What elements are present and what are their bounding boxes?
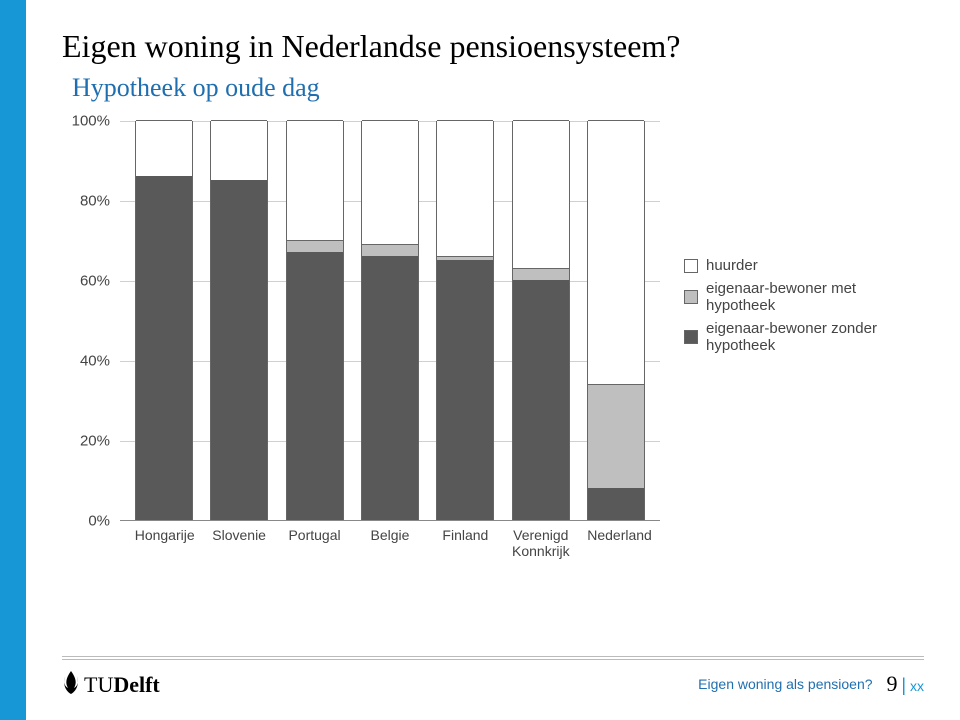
page-number: 9 — [887, 671, 898, 696]
bar-segment — [362, 256, 418, 520]
y-tick-label: 80% — [58, 193, 110, 210]
bar-segment — [588, 384, 644, 488]
bar — [286, 121, 344, 520]
bar — [210, 121, 268, 520]
x-tick-label: Hongarije — [135, 527, 193, 559]
plot-area — [120, 121, 660, 521]
bar-segment — [513, 268, 569, 280]
page-separator: | — [901, 675, 906, 695]
bar — [587, 121, 645, 520]
legend: huurder eigenaar-bewoner met hypotheek eig… — [684, 257, 918, 360]
legend-item: eigenaar-bewoner zonder hypotheek — [684, 320, 918, 354]
legend-label: huurder — [706, 257, 758, 274]
bar — [512, 121, 570, 520]
y-tick-label: 100% — [58, 113, 110, 130]
slide-title: Eigen woning in Nederlandse pensioensyst… — [62, 28, 924, 65]
x-tick-label: Slovenie — [210, 527, 268, 559]
bar — [436, 121, 494, 520]
x-tick-label: Nederland — [587, 527, 645, 559]
legend-swatch — [684, 259, 698, 273]
bar-segment — [588, 120, 644, 384]
legend-label: eigenaar-bewoner met hypotheek — [706, 280, 918, 314]
bar-segment — [287, 120, 343, 240]
bar — [361, 121, 419, 520]
y-tick-label: 0% — [58, 513, 110, 530]
legend-label: eigenaar-bewoner zonder hypotheek — [706, 320, 918, 354]
footer: TUDelft Eigen woning als pensioen? 9 | x… — [62, 656, 924, 698]
legend-item: eigenaar-bewoner met hypotheek — [684, 280, 918, 314]
footer-rule — [62, 656, 924, 657]
footer-caption: Eigen woning als pensioen? — [698, 676, 872, 692]
tudelft-logo: TUDelft — [62, 670, 160, 698]
x-tick-label: Finland — [436, 527, 494, 559]
footer-rule — [62, 659, 924, 660]
bar-segment — [211, 120, 267, 180]
bar-segment — [437, 120, 493, 256]
bar-segment — [513, 280, 569, 520]
page-suffix: xx — [910, 678, 924, 694]
x-tick-label: Belgie — [361, 527, 419, 559]
slide-body: Eigen woning in Nederlandse pensioensyst… — [26, 0, 960, 720]
x-axis-labels: Hongarije Slovenie Portugal Belgie Finland Ve… — [120, 527, 660, 559]
bars — [120, 121, 660, 520]
bar-segment — [513, 120, 569, 268]
bar-segment — [211, 180, 267, 520]
x-tick-label: Portugal — [286, 527, 344, 559]
bar-segment — [136, 120, 192, 176]
chart: 0%20%40%60%80%100% HongarijeSloveniePort… — [58, 121, 918, 551]
logo-text: TUDelft — [84, 672, 160, 698]
accent-stripe — [0, 0, 26, 720]
bar-segment — [437, 260, 493, 520]
legend-item: huurder — [684, 257, 918, 274]
bar-segment — [588, 488, 644, 520]
flame-icon — [62, 670, 80, 698]
legend-swatch — [684, 330, 698, 344]
bar-segment — [136, 176, 192, 520]
slide-subtitle: Hypotheek op oude dag — [72, 73, 924, 103]
bar-segment — [437, 256, 493, 260]
bar-segment — [362, 120, 418, 244]
bar-segment — [362, 244, 418, 256]
y-tick-label: 20% — [58, 433, 110, 450]
x-tick-label: Verenigd Konnkrijk — [512, 527, 570, 559]
bar — [135, 121, 193, 520]
y-tick-label: 60% — [58, 273, 110, 290]
bar-segment — [287, 240, 343, 252]
legend-swatch — [684, 290, 698, 304]
y-tick-label: 40% — [58, 353, 110, 370]
bar-segment — [287, 252, 343, 520]
